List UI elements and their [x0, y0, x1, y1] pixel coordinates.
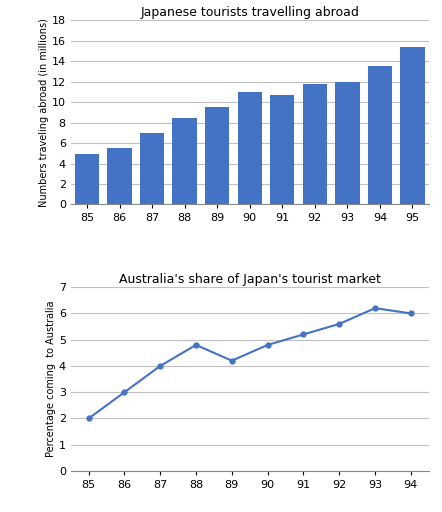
Title: Australia's share of Japan's tourist market: Australia's share of Japan's tourist mar… — [119, 273, 381, 286]
Y-axis label: Numbers traveling abroad (in millions): Numbers traveling abroad (in millions) — [39, 18, 49, 207]
Bar — [368, 67, 392, 204]
Bar — [303, 84, 327, 204]
Bar — [140, 133, 164, 204]
Bar — [400, 47, 425, 204]
Title: Japanese tourists travelling abroad: Japanese tourists travelling abroad — [140, 6, 359, 19]
Bar — [270, 95, 294, 204]
Y-axis label: Percentage coming  to Australia: Percentage coming to Australia — [46, 301, 56, 457]
Bar — [335, 82, 360, 204]
Bar — [205, 108, 229, 204]
Bar — [172, 118, 197, 204]
Bar — [237, 92, 262, 204]
Bar — [75, 154, 99, 204]
Bar — [107, 148, 132, 204]
